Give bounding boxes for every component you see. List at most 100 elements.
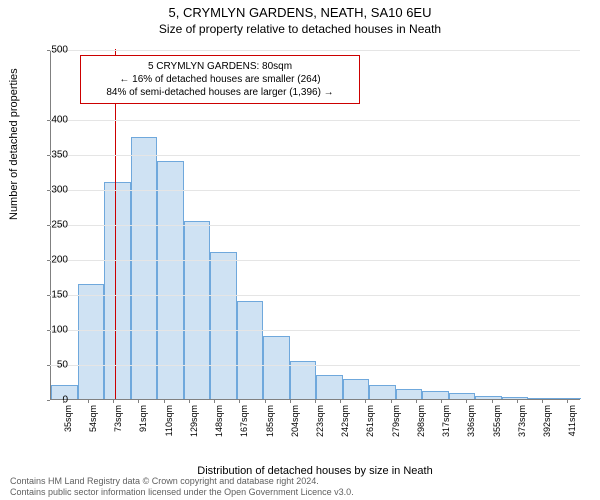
x-tick-label: 110sqm (164, 405, 174, 445)
y-tick-label: 100 (51, 325, 68, 336)
grid-line (50, 295, 580, 296)
y-tick-mark (47, 190, 50, 191)
histogram-bar (555, 398, 582, 399)
histogram-bar (157, 161, 184, 399)
annotation-box: 5 CRYMLYN GARDENS: 80sqm ← 16% of detach… (80, 55, 360, 104)
x-tick-label: 355sqm (492, 405, 502, 445)
x-tick-mark (492, 400, 493, 403)
grid-line (50, 190, 580, 191)
histogram-bar (396, 389, 423, 400)
x-tick-mark (542, 400, 543, 403)
y-tick-mark (47, 365, 50, 366)
y-tick-label: 350 (51, 150, 68, 161)
histogram-bar (263, 336, 290, 399)
x-tick-label: 91sqm (138, 405, 148, 445)
x-tick-mark (466, 400, 467, 403)
y-tick-mark (47, 120, 50, 121)
x-tick-label: 185sqm (265, 405, 275, 445)
x-tick-label: 35sqm (63, 405, 73, 445)
x-tick-mark (214, 400, 215, 403)
x-tick-mark (63, 400, 64, 403)
x-tick-label: 392sqm (542, 405, 552, 445)
x-tick-label: 317sqm (441, 405, 451, 445)
y-tick-label: 300 (51, 185, 68, 196)
x-tick-mark (88, 400, 89, 403)
histogram-bar (78, 284, 105, 400)
y-tick-mark (47, 330, 50, 331)
y-tick-mark (47, 155, 50, 156)
footer-line1: Contains HM Land Registry data © Crown c… (10, 476, 354, 487)
x-tick-mark (315, 400, 316, 403)
histogram-bar (343, 379, 370, 399)
x-tick-mark (138, 400, 139, 403)
x-tick-label: 242sqm (340, 405, 350, 445)
grid-line (50, 120, 580, 121)
x-tick-label: 223sqm (315, 405, 325, 445)
x-tick-label: 279sqm (391, 405, 401, 445)
y-tick-label: 50 (57, 360, 68, 371)
y-tick-label: 400 (51, 115, 68, 126)
x-axis-label: Distribution of detached houses by size … (50, 465, 580, 477)
x-tick-mark (365, 400, 366, 403)
x-tick-mark (265, 400, 266, 403)
histogram-bar (316, 375, 343, 400)
annotation-line1: 5 CRYMLYN GARDENS: 80sqm (89, 60, 351, 73)
y-axis-label: Number of detached properties (8, 68, 20, 220)
histogram-bar (210, 252, 237, 399)
histogram-bar (502, 397, 529, 399)
histogram-bar (475, 396, 502, 400)
x-tick-label: 411sqm (567, 405, 577, 445)
x-tick-mark (340, 400, 341, 403)
y-tick-label: 150 (51, 290, 68, 301)
x-tick-label: 261sqm (365, 405, 375, 445)
x-tick-mark (164, 400, 165, 403)
y-tick-mark (47, 50, 50, 51)
grid-line (50, 365, 580, 366)
y-tick-mark (47, 400, 50, 401)
x-tick-mark (517, 400, 518, 403)
histogram-bar (290, 361, 317, 400)
x-tick-label: 373sqm (517, 405, 527, 445)
x-tick-mark (391, 400, 392, 403)
x-tick-label: 336sqm (466, 405, 476, 445)
histogram-bar (131, 137, 158, 400)
histogram-bar (369, 385, 396, 399)
y-tick-mark (47, 295, 50, 296)
histogram-bar (528, 398, 555, 399)
grid-line (50, 330, 580, 331)
x-tick-mark (441, 400, 442, 403)
x-tick-mark (239, 400, 240, 403)
histogram-bar (104, 182, 131, 399)
x-tick-mark (567, 400, 568, 403)
x-tick-mark (189, 400, 190, 403)
chart-title-sub: Size of property relative to detached ho… (0, 22, 600, 36)
x-tick-mark (290, 400, 291, 403)
y-tick-mark (47, 260, 50, 261)
grid-line (50, 225, 580, 226)
annotation-line2: ← 16% of detached houses are smaller (26… (89, 73, 351, 86)
histogram-bar (184, 221, 211, 400)
y-tick-label: 500 (51, 45, 68, 56)
grid-line (50, 50, 580, 51)
x-tick-label: 167sqm (239, 405, 249, 445)
x-tick-label: 148sqm (214, 405, 224, 445)
y-tick-label: 250 (51, 220, 68, 231)
chart-title-main: 5, CRYMLYN GARDENS, NEATH, SA10 6EU (0, 5, 600, 20)
x-tick-label: 204sqm (290, 405, 300, 445)
footer-attribution: Contains HM Land Registry data © Crown c… (10, 476, 354, 498)
histogram-bar (422, 391, 449, 399)
x-tick-mark (416, 400, 417, 403)
y-tick-label: 200 (51, 255, 68, 266)
y-tick-mark (47, 225, 50, 226)
footer-line2: Contains public sector information licen… (10, 487, 354, 498)
histogram-bar (449, 393, 476, 399)
x-tick-label: 73sqm (113, 405, 123, 445)
histogram-bar (237, 301, 264, 399)
grid-line (50, 260, 580, 261)
x-tick-label: 129sqm (189, 405, 199, 445)
annotation-line3: 84% of semi-detached houses are larger (… (89, 86, 351, 99)
x-tick-label: 298sqm (416, 405, 426, 445)
x-tick-mark (113, 400, 114, 403)
grid-line (50, 155, 580, 156)
x-tick-label: 54sqm (88, 405, 98, 445)
